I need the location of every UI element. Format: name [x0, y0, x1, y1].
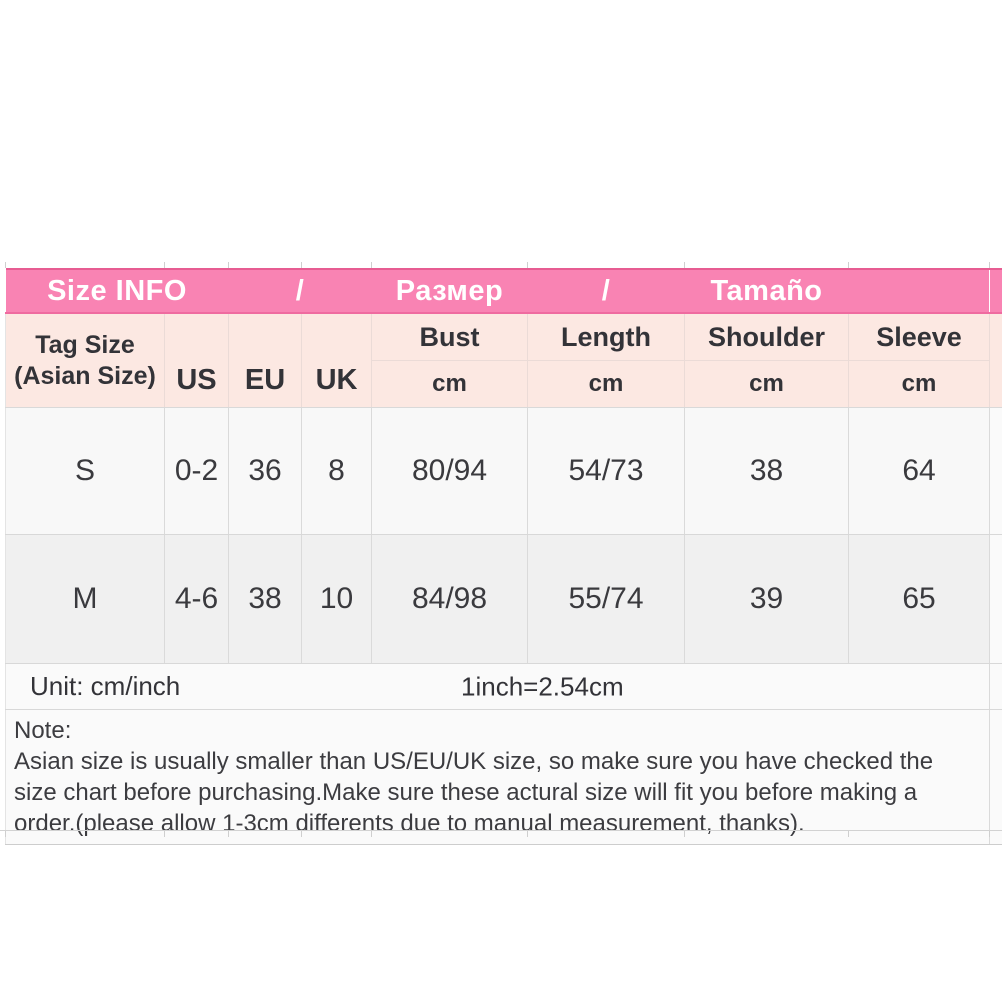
title-row: Size INFO / Размер / Tamaño [5, 268, 1002, 314]
cell-s-tag: S [5, 407, 165, 535]
size-table: Size INFO / Размер / Tamaño Tag Size (As… [4, 268, 1002, 845]
unit-cell: Unit: cm/inch 1inch=2.54cm [4, 663, 991, 710]
header-bust-unit: cm [371, 360, 529, 408]
cell-m-us: 4-6 [164, 534, 230, 664]
cell-s-shoulder: 38 [684, 407, 850, 535]
unit-row: Unit: cm/inch 1inch=2.54cm [4, 663, 1002, 710]
header-uk: UK [301, 313, 373, 408]
cell-s-bust: 80/94 [371, 407, 529, 535]
title-size-info: Size INFO [5, 268, 229, 314]
title-razmer: Размер [371, 268, 528, 314]
gridline-stub [527, 831, 528, 837]
note-cell: Note: Asian size is usually smaller than… [4, 709, 991, 845]
cell-s-sleeve: 64 [848, 407, 991, 535]
cell-m-bust: 84/98 [371, 534, 529, 664]
header-tag-size-line2: (Asian Size) [14, 361, 156, 390]
cell-m-shoulder: 39 [684, 534, 850, 664]
bottom-gridline [0, 830, 1002, 831]
unit-sliver [989, 663, 1002, 710]
cell-m-uk: 10 [301, 534, 373, 664]
header-sleeve: Sleeve [848, 313, 991, 361]
note-text-line-1: Asian size is usually smaller than US/EU… [14, 748, 934, 775]
title-empty [848, 268, 990, 314]
gridline-stub [5, 262, 6, 268]
row-s-sliver [989, 407, 1002, 535]
note-text-line-2: size chart before purchasing.Make sure t… [14, 779, 918, 806]
gridline-stub [371, 831, 372, 837]
header-length-unit: cm [527, 360, 686, 408]
cell-s-eu: 36 [228, 407, 303, 535]
gridline-stub [527, 262, 528, 268]
cell-s-us: 0-2 [164, 407, 230, 535]
cell-m-sleeve: 65 [848, 534, 991, 664]
subheader-row-1: Tag Size (Asian Size) US EU UK Bust Leng… [5, 313, 1002, 408]
size-row-m: M 4-6 38 10 84/98 55/74 39 65 [5, 534, 1002, 664]
title-tamano: Tamaño [684, 268, 849, 314]
note-row: Note: Asian size is usually smaller than… [4, 709, 1002, 845]
header-shoulder: Shoulder [684, 313, 850, 361]
gridline-stub [164, 262, 165, 268]
gridline-stub [371, 262, 372, 268]
subheader-row-2: cm cm cm cm [6, 360, 1002, 408]
header-us: US [164, 313, 230, 408]
gridline-stub [684, 262, 685, 268]
size-row-s: S 0-2 36 8 80/94 54/73 38 64 [5, 407, 1002, 535]
cell-m-tag: M [5, 534, 165, 664]
gridline-stub [989, 831, 990, 837]
header-sleeve-unit: cm [848, 360, 991, 408]
gridline-stub [989, 262, 990, 268]
gridline-stub [848, 831, 849, 837]
gridline-stub [684, 831, 685, 837]
unit-label: Unit: cm/inch [30, 671, 181, 701]
gridline-stub [5, 831, 6, 837]
subheader-sliver [989, 313, 1002, 408]
title-slash-1: / [228, 268, 372, 314]
gridline-stub [228, 262, 229, 268]
note-sliver [989, 709, 1002, 845]
cell-s-uk: 8 [301, 407, 373, 535]
header-tag-size: Tag Size (Asian Size) [5, 313, 165, 408]
cell-s-length: 54/73 [527, 407, 686, 535]
note-text-line-3: order.(please allow 1-3cm differents due… [14, 810, 805, 837]
cell-m-length: 55/74 [527, 534, 686, 664]
cell-m-eu: 38 [228, 534, 303, 664]
header-tag-size-line1: Tag Size [35, 330, 135, 359]
header-eu: EU [228, 313, 303, 408]
gridline-stub [301, 831, 302, 837]
header-length: Length [527, 313, 686, 361]
note-label: Note: [14, 717, 72, 744]
title-slash-2: / [527, 268, 685, 314]
gridline-stub [848, 262, 849, 268]
title-sliver [989, 268, 1002, 314]
gridline-stub [228, 831, 229, 837]
header-shoulder-unit: cm [684, 360, 850, 408]
header-bust: Bust [371, 313, 529, 361]
gridline-stub [164, 831, 165, 837]
row-m-sliver [989, 534, 1002, 664]
unit-conversion: 1inch=2.54cm [461, 671, 624, 701]
gridline-stub [301, 262, 302, 268]
